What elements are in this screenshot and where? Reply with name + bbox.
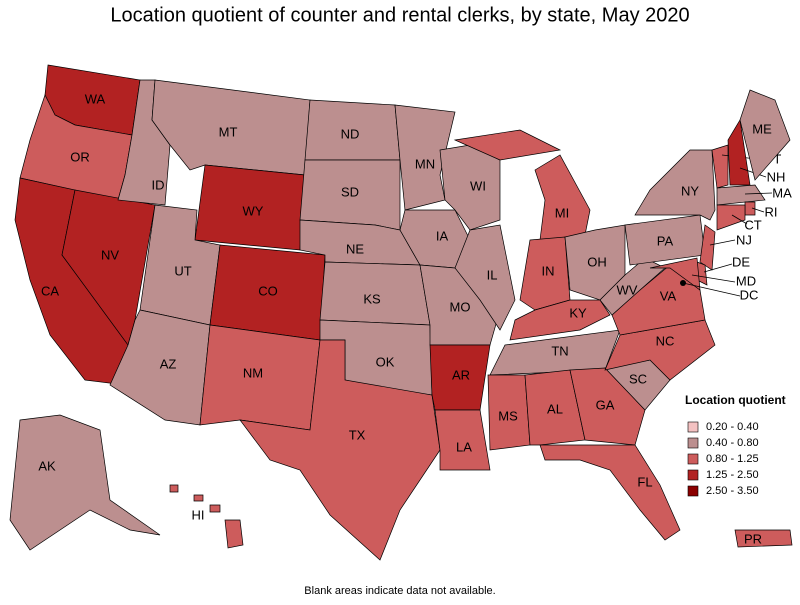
state-shape: [169, 484, 179, 493]
legend-swatch: [687, 453, 699, 465]
state-label: AZ: [160, 356, 177, 371]
state-shape: [453, 129, 562, 161]
state-label: NV: [101, 247, 119, 262]
legend-label: 1.25 - 2.50: [706, 469, 759, 481]
state-shape: [239, 339, 441, 561]
footnote: Blank areas indicate data not available.: [304, 585, 495, 597]
state-label: IA: [436, 228, 449, 243]
state-label: LA: [456, 439, 472, 454]
map-title: Location quotient of counter and rental …: [110, 4, 689, 26]
leader-line: [751, 207, 765, 213]
leader-line: [744, 192, 773, 195]
state-label: NE: [346, 241, 364, 256]
state-label: WY: [243, 203, 264, 218]
state-label: OR: [70, 149, 90, 164]
state-shape: [454, 224, 516, 331]
state-label: VA: [660, 288, 677, 303]
state-shape: [534, 154, 591, 241]
state-shape: [716, 184, 766, 206]
leader-line: [731, 214, 748, 225]
state-label: OK: [376, 354, 395, 369]
state-label: NY: [681, 183, 699, 198]
state-label: ND: [341, 126, 360, 141]
state-shape: [569, 367, 646, 446]
legend-swatch: [687, 421, 699, 433]
state-label: PR: [744, 531, 762, 546]
state-label: MT: [219, 124, 238, 139]
state-label: WV: [617, 282, 638, 297]
state-label: WI: [470, 178, 486, 193]
state-label: NM: [243, 365, 263, 380]
state-label: SD: [341, 184, 359, 199]
state-label: GA: [596, 397, 615, 412]
state-label: SC: [629, 371, 647, 386]
state-shape: [716, 204, 746, 231]
state-shape: [539, 444, 681, 541]
state-shape: [193, 494, 204, 502]
state-shape: [509, 299, 611, 341]
state-label: TX: [349, 427, 366, 442]
state-label: PA: [657, 233, 674, 248]
state-shape: [727, 118, 751, 186]
state-shape: [434, 409, 491, 471]
state-label: IN: [542, 263, 555, 278]
legend-label: 0.20 - 0.40: [706, 421, 759, 433]
state-label: NC: [656, 333, 675, 348]
state-label: MN: [415, 156, 435, 171]
leader-line: [703, 263, 733, 273]
legend-swatch: [687, 485, 699, 497]
state-label: MI: [555, 205, 569, 220]
state-label: MD: [736, 273, 756, 288]
leader-line: [709, 239, 736, 246]
leader-line: [691, 274, 736, 283]
state-label: TN: [551, 343, 568, 358]
state-label: UT: [174, 263, 191, 278]
state-label: MO: [450, 299, 471, 314]
state-label: OH: [587, 254, 607, 269]
state-shape: [711, 144, 729, 189]
legend-title: Location quotient: [685, 393, 786, 407]
state-label: NH: [767, 169, 786, 184]
state-label: CO: [258, 283, 278, 298]
state-label: ID: [152, 177, 165, 192]
state-shape: [524, 369, 586, 446]
legend-swatch: [687, 469, 699, 481]
legend-label: 2.50 - 3.50: [706, 485, 759, 497]
state-label: WA: [85, 91, 106, 106]
state-label: FL: [637, 474, 652, 489]
state-shape: [9, 414, 161, 551]
state-label: NJ: [736, 232, 752, 247]
state-label: HI: [192, 507, 205, 522]
legend-swatch: [687, 437, 699, 449]
state-shape: [209, 504, 221, 513]
state-label: DE: [732, 254, 750, 269]
state-label: DC: [740, 287, 759, 302]
state-label: AK: [38, 458, 56, 473]
state-label: KS: [363, 291, 381, 306]
legend-label: 0.40 - 0.80: [706, 437, 759, 449]
state-label: RI: [765, 204, 778, 219]
state-label: MS: [498, 408, 518, 423]
state-label: MA: [772, 185, 792, 200]
state-label: AR: [452, 367, 470, 382]
state-shape: [224, 519, 244, 549]
state-label: IL: [487, 267, 498, 282]
state-label: CT: [744, 217, 761, 232]
state-shape: [634, 149, 716, 221]
state-shape: [739, 89, 791, 181]
state-label: ME: [752, 121, 772, 136]
state-label: AL: [547, 401, 563, 416]
state-shape: [649, 257, 701, 291]
state-label: CA: [41, 283, 59, 298]
state-shape: [734, 529, 793, 548]
legend-label: 0.80 - 1.25: [706, 453, 759, 465]
state-label: KY: [569, 305, 587, 320]
leader-line: [682, 282, 741, 297]
